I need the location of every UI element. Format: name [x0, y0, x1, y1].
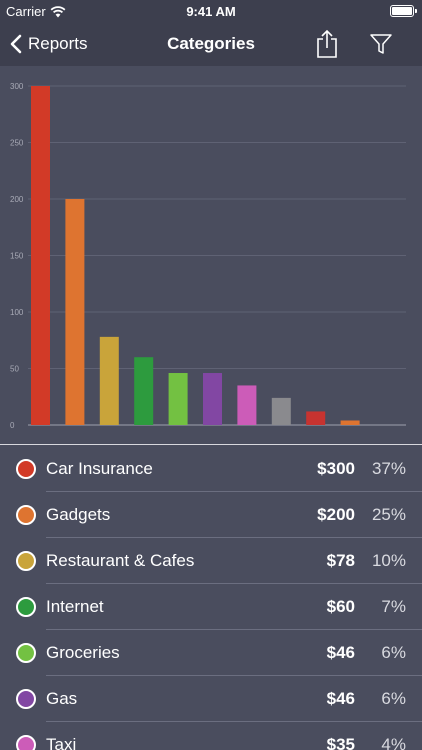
category-color-dot: [16, 597, 36, 617]
list-item[interactable]: Groceries $46 6%: [0, 630, 422, 676]
y-tick-label: 100: [10, 308, 24, 317]
row-separator: [46, 721, 422, 722]
filter-button[interactable]: [366, 28, 396, 60]
y-tick-label: 150: [10, 252, 24, 261]
category-name: Car Insurance: [46, 459, 153, 478]
chart-bar[interactable]: [237, 385, 257, 425]
list-item[interactable]: Restaurant & Cafes $78 10%: [0, 538, 422, 584]
status-bar: Carrier 9:41 AM: [0, 0, 422, 22]
list-item[interactable]: Gas $46 6%: [0, 676, 422, 722]
chart-bar[interactable]: [65, 199, 85, 425]
chart-divider: [0, 444, 422, 445]
category-amount: $46: [326, 689, 355, 708]
category-name: Gas: [46, 689, 78, 708]
category-color-dot: [16, 689, 36, 709]
category-name: Taxi: [46, 735, 77, 750]
row-separator: [46, 537, 422, 538]
chart-bar[interactable]: [271, 397, 291, 425]
y-tick-label: 200: [10, 195, 24, 204]
category-percent: 6%: [381, 643, 406, 662]
category-name: Restaurant & Cafes: [46, 551, 195, 570]
y-tick-label: 250: [10, 139, 24, 148]
share-button[interactable]: [312, 28, 342, 60]
share-icon: [317, 29, 337, 58]
category-amount: $60: [326, 597, 355, 616]
category-bar-chart: 0 50 100 150 200 250 300: [0, 66, 422, 444]
y-tick-label: 300: [10, 82, 24, 91]
category-name: Gadgets: [46, 505, 111, 524]
status-time: 9:41 AM: [186, 4, 236, 19]
row-separator: [46, 629, 422, 630]
filter-icon: [370, 34, 392, 54]
category-color-dot: [16, 459, 36, 479]
chart-bar[interactable]: [134, 357, 154, 425]
category-amount: $46: [326, 643, 355, 662]
category-color-dot: [16, 735, 36, 750]
category-amount: $200: [317, 505, 355, 524]
category-percent: 25%: [371, 505, 406, 524]
category-amount: $78: [326, 551, 355, 570]
list-item[interactable]: Taxi $35 4%: [0, 722, 422, 750]
row-separator: [46, 675, 422, 676]
category-percent: 10%: [371, 551, 406, 570]
carrier-info: Carrier: [6, 4, 66, 19]
row-separator: [46, 491, 422, 492]
carrier-label: Carrier: [6, 4, 46, 19]
chart-bar[interactable]: [99, 336, 119, 425]
category-color-dot: [16, 551, 36, 571]
category-amount: $35: [326, 735, 355, 750]
battery-icon: [390, 5, 417, 17]
chevron-left-icon: [10, 34, 22, 54]
chart-bar[interactable]: [203, 373, 222, 425]
y-tick-label: 50: [10, 365, 19, 374]
wifi-icon: [50, 5, 66, 17]
category-list: Car Insurance $300 37% Gadgets $200 25% Restau…: [0, 446, 422, 750]
list-item[interactable]: Internet $60 7%: [0, 584, 422, 630]
back-button[interactable]: Reports: [10, 22, 88, 66]
chart-canvas: 0 50 100 150 200 250 300: [10, 82, 406, 430]
chart-bar[interactable]: [340, 420, 360, 425]
category-amount: $300: [317, 459, 355, 478]
category-percent: 4%: [381, 735, 406, 750]
y-tick-label: 0: [10, 421, 15, 430]
row-separator: [46, 583, 422, 584]
category-percent: 6%: [381, 689, 406, 708]
category-percent: 7%: [381, 597, 406, 616]
chart-bar[interactable]: [306, 411, 326, 425]
category-name: Groceries: [46, 643, 120, 662]
category-color-dot: [16, 643, 36, 663]
navigation-bar: Reports Categories: [0, 22, 422, 66]
category-color-dot: [16, 505, 36, 525]
chart-bar[interactable]: [168, 373, 188, 425]
back-label: Reports: [28, 34, 88, 53]
category-name: Internet: [46, 597, 104, 616]
category-percent: 37%: [371, 459, 406, 478]
list-item[interactable]: Gadgets $200 25%: [0, 492, 422, 538]
chart-bar[interactable]: [31, 86, 50, 425]
list-item[interactable]: Car Insurance $300 37%: [0, 446, 422, 492]
